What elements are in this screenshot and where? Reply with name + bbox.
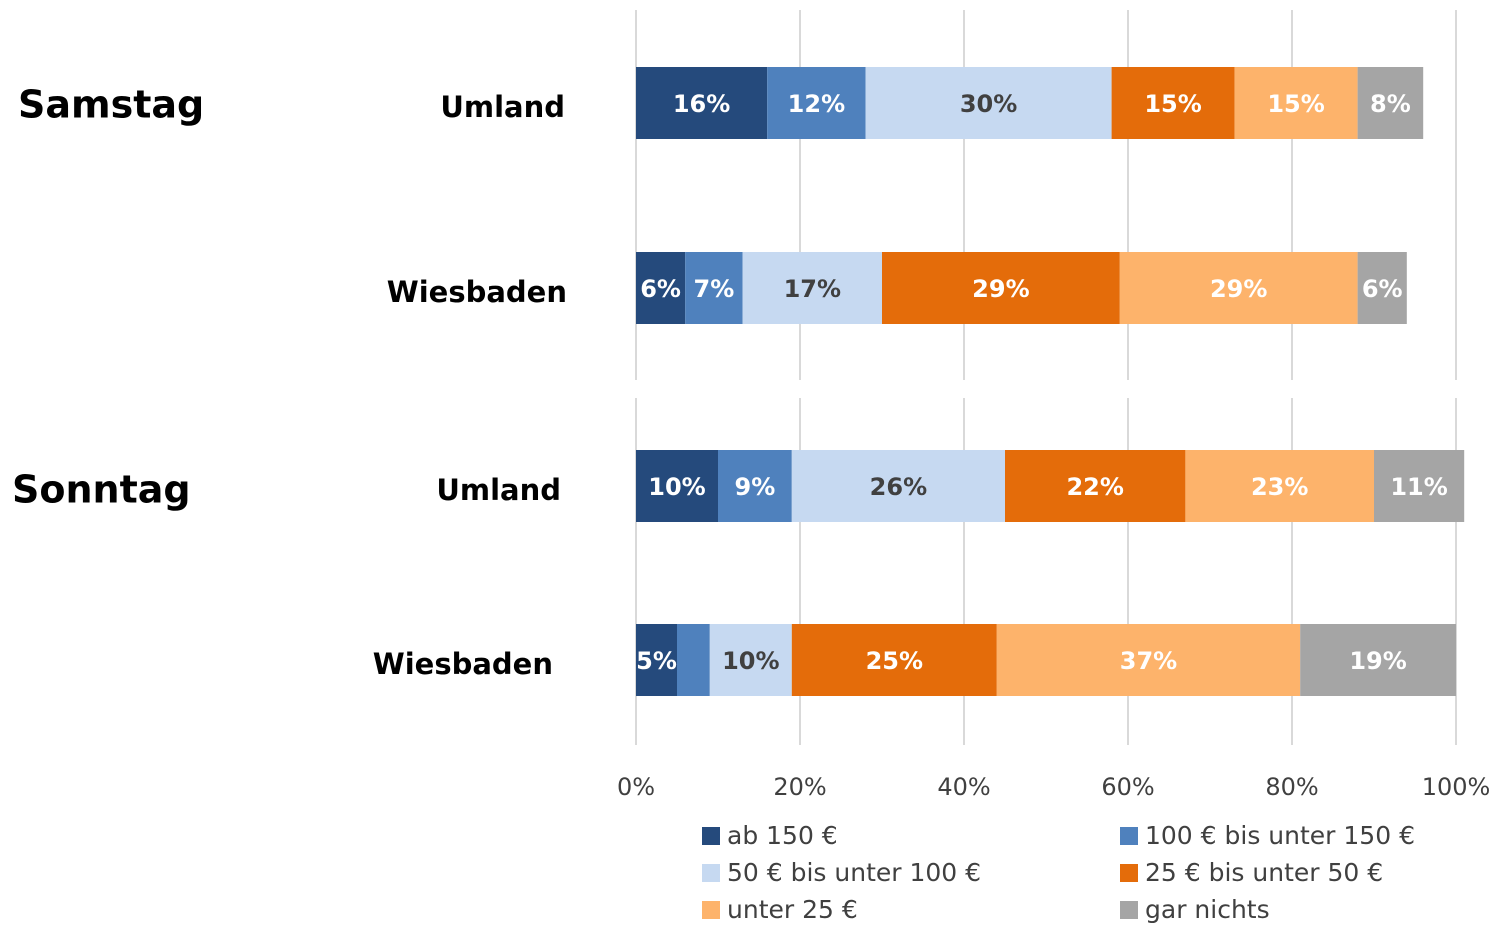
- data-label: 10%: [722, 647, 779, 675]
- legend-label: gar nichts: [1145, 895, 1270, 924]
- x-tick-label: 40%: [937, 773, 990, 801]
- bar-segment: [636, 450, 718, 522]
- data-label: 17%: [784, 275, 841, 303]
- bar-segment: [1185, 450, 1374, 522]
- data-label: 6%: [640, 275, 681, 303]
- data-label: 7%: [694, 275, 735, 303]
- bar-segment: [709, 624, 792, 696]
- bar-segment: [1300, 624, 1456, 696]
- bar-segment: [1119, 252, 1358, 324]
- bar-segment: [1005, 450, 1186, 522]
- bar-segment: [791, 624, 997, 696]
- bar-segment: [791, 450, 1005, 522]
- legend-label: ab 150 €: [727, 821, 838, 850]
- data-label: 26%: [870, 473, 927, 501]
- x-tick-label: 100%: [1422, 773, 1491, 801]
- legend-swatch: [702, 901, 720, 919]
- bar-segment: [636, 252, 686, 324]
- y-tick-label: Umland: [436, 473, 561, 507]
- data-label: 12%: [788, 90, 845, 118]
- legend-swatch: [1120, 901, 1138, 919]
- data-label: 6%: [1362, 275, 1403, 303]
- bar-segment: [882, 252, 1120, 324]
- x-tick-label: 60%: [1101, 773, 1154, 801]
- data-label: 25%: [866, 647, 923, 675]
- data-label: 15%: [1267, 90, 1324, 118]
- y-tick-label: Wiesbaden: [373, 647, 553, 681]
- data-label: 15%: [1144, 90, 1201, 118]
- data-label: 9%: [735, 473, 776, 501]
- data-label: 5%: [636, 647, 677, 675]
- bar-segment: [685, 252, 743, 324]
- bar-segment: [996, 624, 1301, 696]
- x-tick-label: 80%: [1265, 773, 1318, 801]
- data-label: 22%: [1066, 473, 1123, 501]
- bar-segment: [767, 67, 866, 139]
- data-label: 37%: [1120, 647, 1177, 675]
- group-label: Sonntag: [12, 468, 191, 512]
- bar-segment: [636, 624, 677, 696]
- legend-swatch: [1120, 827, 1138, 845]
- legend-label: 50 € bis unter 100 €: [727, 858, 981, 887]
- legend-label: 100 € bis unter 150 €: [1145, 821, 1415, 850]
- data-label: 19%: [1349, 647, 1406, 675]
- bar-segment: [636, 67, 768, 139]
- y-tick-label: Wiesbaden: [387, 275, 567, 309]
- data-label: 16%: [673, 90, 730, 118]
- legend-swatch: [702, 864, 720, 882]
- bar-segment: [1234, 67, 1358, 139]
- bar-segment: [718, 450, 792, 522]
- bar-segment: [1111, 67, 1235, 139]
- x-tick-label: 0%: [617, 773, 655, 801]
- legend-label: 25 € bis unter 50 €: [1145, 858, 1383, 887]
- legend-swatch: [1120, 864, 1138, 882]
- data-label: 8%: [1370, 90, 1411, 118]
- data-label: 23%: [1251, 473, 1308, 501]
- bar-segment: [1374, 450, 1465, 522]
- data-label: 10%: [648, 473, 705, 501]
- bar-segment: [865, 67, 1112, 139]
- group-label: Samstag: [18, 83, 204, 127]
- bar-segment: [742, 252, 882, 324]
- y-tick-label: Umland: [440, 90, 565, 124]
- x-tick-label: 20%: [773, 773, 826, 801]
- bar-segment: [1357, 252, 1407, 324]
- data-label: 30%: [960, 90, 1017, 118]
- legend-label: unter 25 €: [727, 895, 858, 924]
- bar-segment: [677, 624, 710, 696]
- bar-segment: [1357, 67, 1424, 139]
- data-label: 11%: [1390, 473, 1447, 501]
- legend-swatch: [702, 827, 720, 845]
- data-label: 29%: [1210, 275, 1267, 303]
- data-label: 29%: [972, 275, 1029, 303]
